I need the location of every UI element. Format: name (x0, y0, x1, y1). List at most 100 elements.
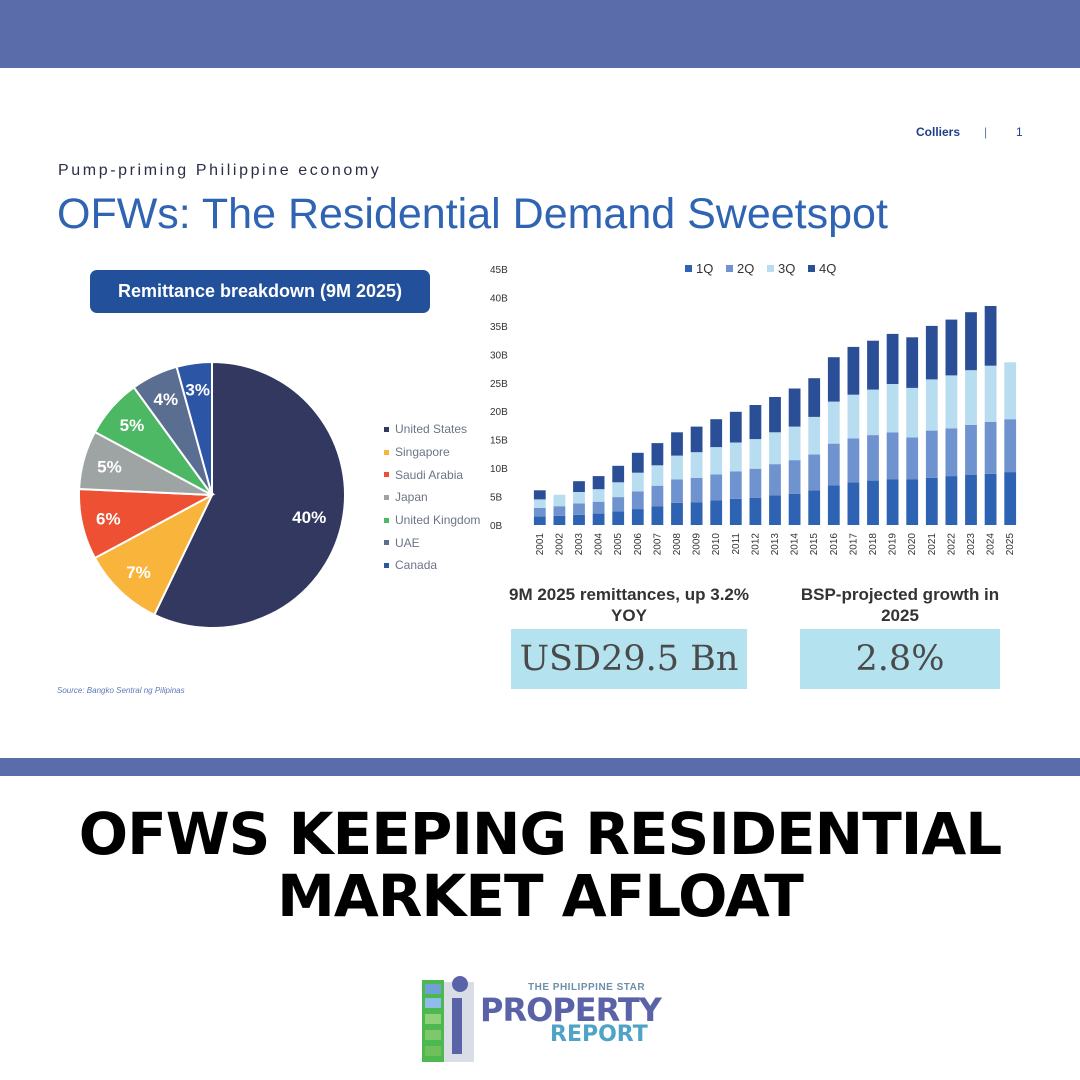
bar-legend-label-2q: 2Q (737, 261, 754, 276)
bar-2017-4q (847, 346, 860, 395)
bar-2008-3q (671, 455, 683, 480)
bar-2025-3q (1004, 362, 1017, 420)
bar-2014-3q (788, 426, 801, 461)
logo-main-text: PROPERTY (480, 991, 662, 1029)
legend-label: Canada (395, 558, 438, 573)
headline: OFWS KEEPING RESIDENTIAL MARKET AFLOAT (0, 803, 1080, 927)
bar-2017-2q (847, 438, 860, 483)
legend-label: UAE (395, 535, 420, 550)
bar-2006-1q (631, 509, 644, 525)
bar-2011-2q (729, 471, 742, 499)
headline-line-1: OFWS KEEPING RESIDENTIAL (78, 800, 1002, 868)
bar-2013-3q (769, 432, 781, 465)
legend-item-saudi-arabia: Saudi Arabia (384, 463, 480, 486)
legend-item-japan: Japan (384, 486, 480, 509)
bar-2009-3q (690, 452, 703, 478)
colliers-brand: Colliers (916, 125, 961, 139)
bar-legend-label-4q: 4Q (819, 261, 836, 276)
bar-2016-1q (827, 485, 840, 525)
bar-2004-3q (592, 489, 605, 502)
bar-legend-label-3q: 3Q (778, 261, 795, 276)
bar-2014-4q (788, 388, 801, 427)
legend-label: United States (395, 422, 468, 437)
page-number: 1 (1016, 125, 1023, 139)
pie-label-canada: 3% (185, 381, 210, 400)
bar-2024-4q (984, 306, 997, 366)
bar-legend-swatch-1q (685, 265, 692, 272)
kicker-text: Pump-priming Philippine economy (58, 162, 382, 179)
pie-label-saudi-arabia: 6% (96, 510, 121, 529)
x-tick-label: 2010 (711, 533, 722, 556)
bar-2021-3q (925, 379, 938, 431)
pie-title: Remittance breakdown (9M 2025) (90, 270, 430, 313)
legend-swatch (384, 472, 389, 478)
x-tick-label: 2019 (888, 533, 899, 556)
y-tick-label: 40B (490, 293, 508, 304)
bar-2014-1q (788, 493, 801, 525)
bar-2019-4q (886, 333, 899, 384)
bar-2010-1q (710, 500, 723, 525)
legend-item-uae: UAE (384, 531, 480, 554)
x-tick-label: 2016 (829, 533, 840, 556)
bar-2018-1q (867, 480, 879, 525)
bar-2001-4q (533, 490, 546, 500)
legend-item-united-kingdom: United Kingdom (384, 509, 480, 532)
x-tick-label: 2001 (535, 533, 546, 556)
pie-slice-united-states (152, 360, 346, 629)
bar-2013-4q (769, 397, 781, 433)
bar-2020-2q (906, 437, 919, 480)
remittance-stat-caption: 9M 2025 remittances, up 3.2% YOY (508, 585, 749, 625)
x-tick-label: 2011 (731, 533, 742, 555)
bar-2014-2q (788, 460, 801, 494)
bar-2016-3q (827, 401, 840, 444)
pie-label-japan: 5% (97, 458, 122, 477)
bar-2015-2q (808, 454, 821, 491)
y-tick-label: 15B (490, 436, 508, 447)
bar-2008-2q (671, 479, 683, 503)
x-tick-label: 2023 (966, 533, 977, 556)
pie-label-united-states: 40% (292, 508, 326, 527)
header-separator: | (984, 125, 988, 139)
x-tick-label: 2004 (594, 533, 605, 556)
bar-2004-1q (592, 513, 605, 525)
logo-top-text: THE PHILIPPINE STAR (528, 982, 646, 993)
bar-2016-4q (827, 357, 840, 402)
legend-swatch (384, 517, 389, 523)
y-tick-label: 5B (490, 493, 503, 504)
bar-2021-1q (925, 477, 938, 525)
bar-legend-swatch-3q (767, 265, 774, 272)
bar-2025-2q (1004, 419, 1017, 473)
bar-2010-3q (710, 447, 723, 475)
x-tick-label: 2021 (927, 533, 938, 556)
page-title: OFWs: The Residential Demand Sweetspot (57, 190, 888, 238)
legend-label: Japan (395, 490, 428, 505)
remittance-pie-chart: 40% 7% 6% 5% 5% 4% 3% (78, 360, 346, 629)
bar-2006-4q (631, 452, 644, 473)
top-banner (0, 0, 1080, 68)
legend-item-canada: Canada (384, 554, 480, 577)
bar-2019-2q (886, 432, 899, 480)
y-tick-label: 30B (490, 350, 508, 361)
bar-2002-1q (553, 515, 566, 525)
bar-2007-2q (651, 485, 664, 507)
bar-2021-4q (925, 325, 938, 380)
bar-2009-4q (690, 426, 703, 453)
pie-label-uae: 4% (154, 390, 179, 409)
x-tick-label: 2002 (554, 533, 565, 556)
growth-stat-value: 2.8% (800, 629, 1000, 689)
legend-item-united-states: United States (384, 418, 480, 441)
bar-2010-2q (710, 474, 723, 501)
bar-2022-1q (945, 476, 958, 525)
bar-2018-2q (867, 435, 879, 481)
bar-2022-2q (945, 428, 958, 477)
x-tick-label: 2015 (809, 533, 820, 556)
legend-swatch (384, 562, 389, 568)
divider-band (0, 758, 1080, 776)
y-tick-label: 25B (490, 379, 508, 390)
x-tick-label: 2018 (868, 533, 879, 556)
bar-2005-3q (612, 482, 625, 498)
bar-2020-3q (906, 387, 919, 438)
bar-2022-4q (945, 319, 958, 376)
bar-legend-label-1q: 1Q (696, 261, 713, 276)
bar-2003-3q (573, 492, 585, 504)
